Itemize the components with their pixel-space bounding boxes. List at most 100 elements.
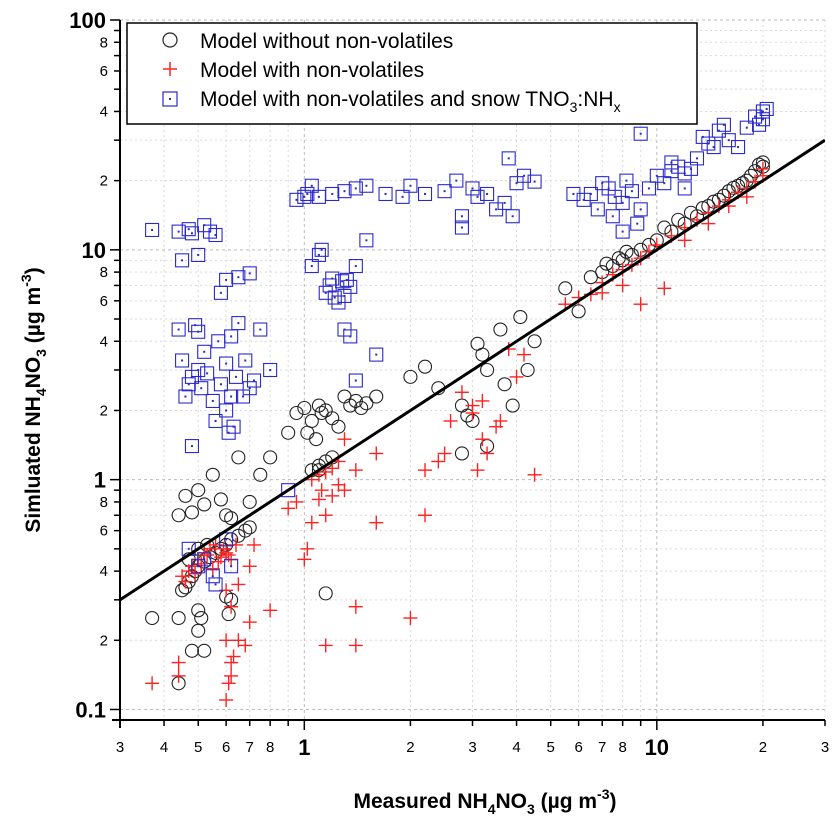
square-dot (754, 116, 756, 118)
square-dot (486, 193, 488, 195)
y-tick-label-minor: 8 (100, 264, 108, 281)
square-dot (349, 335, 351, 337)
legend-item-plus: Model with non-volatiles (163, 59, 424, 82)
square-dot (504, 202, 506, 204)
y-tick-label-minor: 6 (100, 523, 108, 540)
square-dot (212, 400, 214, 402)
square-dot (295, 199, 297, 201)
square-dot (217, 340, 219, 342)
square-dot (253, 380, 255, 382)
y-tick-label-minor: 4 (100, 333, 108, 350)
square-dot (762, 110, 764, 112)
square-dot (534, 181, 536, 183)
square-dot (230, 565, 232, 567)
square-dot (321, 249, 323, 251)
square-dot (636, 223, 638, 225)
square-dot (225, 409, 227, 411)
square-dot (235, 376, 237, 378)
y-tick-label-minor: 2 (100, 402, 108, 419)
square-dot (728, 139, 730, 141)
y-tick-label-minor: 8 (100, 494, 108, 511)
square-dot (331, 193, 333, 195)
square-dot (762, 118, 764, 120)
square-dot (181, 359, 183, 361)
y-tick-label-major: 100 (69, 8, 106, 33)
square-dot (203, 351, 205, 353)
x-tick-label-minor: 8 (618, 739, 626, 756)
square-dot (220, 292, 222, 294)
square-dot (597, 208, 599, 210)
legend-label-snow: Model with non-volatiles and snow TNO3:N… (200, 88, 621, 115)
square-dot (249, 272, 251, 274)
square-dot (612, 215, 614, 217)
square-dot (385, 193, 387, 195)
y-tick-label-major: 0.1 (75, 697, 106, 722)
legend-label-with: Model with non-volatiles (200, 59, 424, 82)
square-dot (197, 369, 199, 371)
square-dot (472, 187, 474, 189)
square-dot (343, 295, 345, 297)
x-tick-label-minor: 3 (116, 739, 124, 756)
square-dot (572, 193, 574, 195)
square-dot (640, 133, 642, 135)
square-dot (349, 286, 351, 288)
x-tick-label-minor: 8 (266, 739, 274, 756)
square-dot (648, 187, 650, 189)
square-dot (269, 369, 271, 371)
square-dot (766, 108, 768, 110)
square-dot (228, 432, 230, 434)
square-dot (306, 193, 308, 195)
square-dot (225, 279, 227, 281)
square-dot (311, 185, 313, 187)
square-dot (355, 265, 357, 267)
square-dot (188, 228, 190, 230)
square-dot (191, 445, 193, 447)
square-dot (684, 187, 686, 189)
square-dot (409, 185, 411, 187)
x-tick-label-major: 1 (298, 735, 310, 760)
square-dot (225, 538, 227, 540)
square-dot (303, 196, 305, 198)
x-tick-label-minor: 5 (547, 739, 555, 756)
legend-item-circle: Model without non-volatiles (163, 30, 453, 53)
square-dot (259, 329, 261, 331)
square-dot (614, 196, 616, 198)
square-dot (444, 190, 446, 192)
x-tick-label-minor: 2 (759, 739, 767, 756)
square-dot (495, 208, 497, 210)
square-dot (625, 180, 627, 182)
square-dot (230, 396, 232, 398)
square-dot (670, 161, 672, 163)
square-dot (477, 196, 479, 198)
square-dot (663, 182, 665, 184)
square-dot (461, 215, 463, 217)
y-tick-label-major: 10 (82, 238, 106, 263)
square-dot (341, 280, 343, 282)
x-tick-label-minor: 3 (468, 739, 476, 756)
x-tick-label-minor: 6 (574, 739, 582, 756)
square-dot (197, 254, 199, 256)
square-dot (318, 196, 320, 198)
square-dot (355, 187, 357, 189)
square-dot (311, 265, 313, 267)
square-dot (200, 387, 202, 389)
square-dot (402, 196, 404, 198)
square-dot (365, 239, 367, 241)
square-dot (197, 331, 199, 333)
square-dot (622, 231, 624, 233)
y-tick-label-minor: 6 (100, 63, 108, 80)
square-dot (631, 190, 633, 192)
x-tick-label-minor: 4 (512, 739, 520, 756)
y-tick-label-minor: 2 (100, 632, 108, 649)
square-dot (608, 187, 610, 189)
x-tick-label-minor: 5 (194, 739, 202, 756)
square-dot (590, 193, 592, 195)
square-dot (225, 363, 227, 365)
square-dot (746, 127, 748, 129)
square-dot (184, 396, 186, 398)
legend-label-without: Model without non-volatiles (200, 30, 453, 53)
square-dot (622, 202, 624, 204)
square-dot (690, 168, 692, 170)
